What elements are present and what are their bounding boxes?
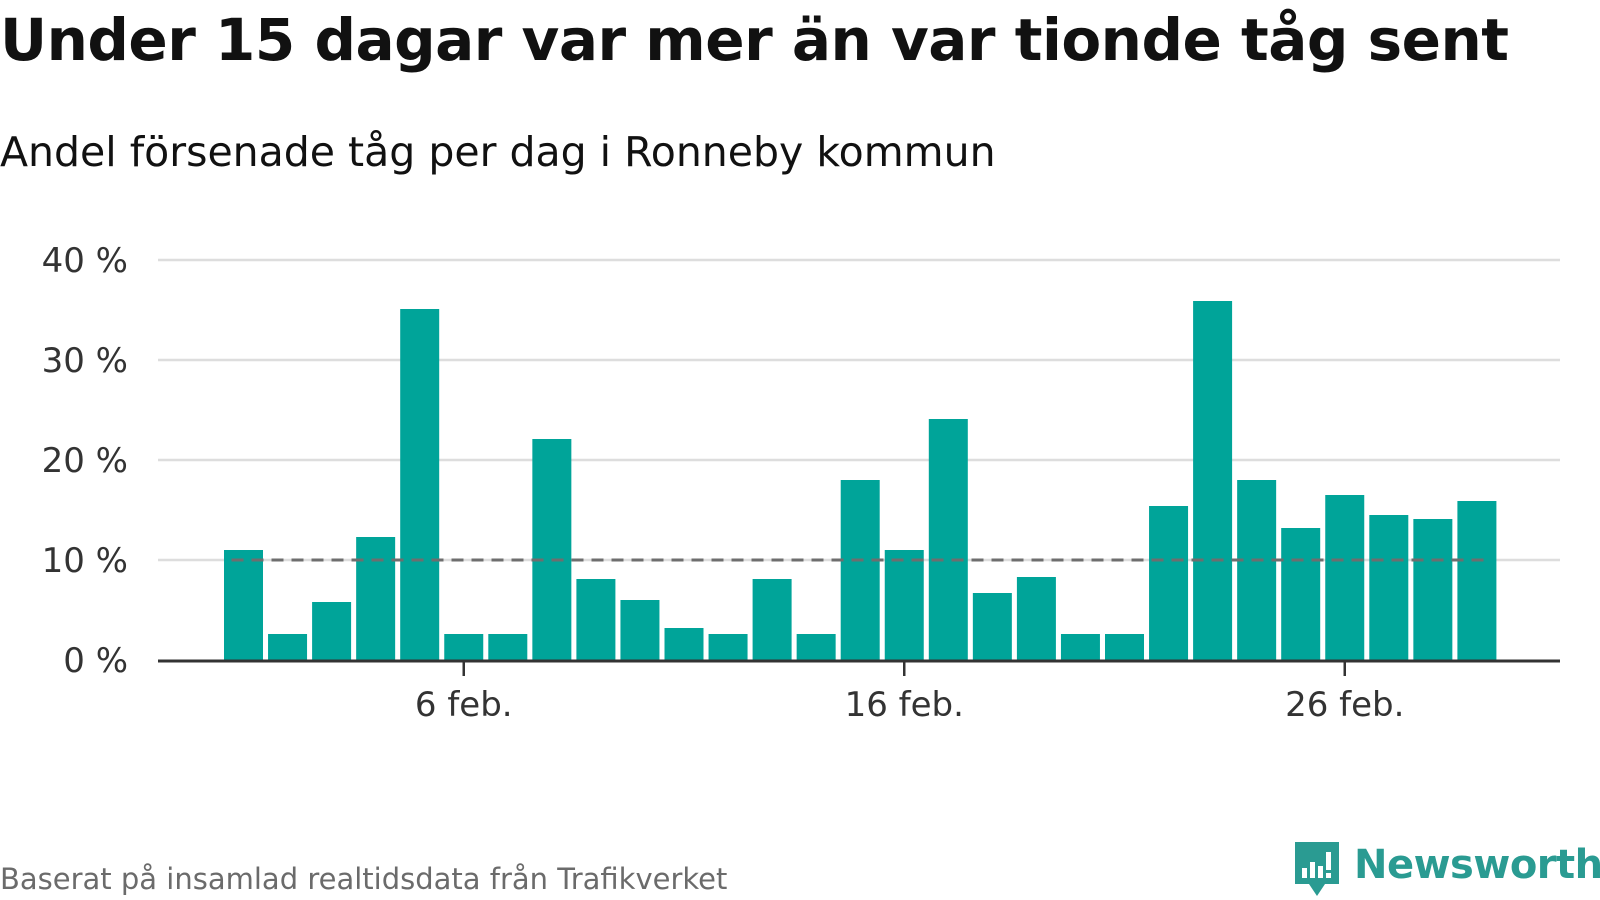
bar (488, 634, 528, 660)
y-tick-label: 10 % (42, 541, 128, 581)
newsworthy-logo-icon (1295, 842, 1339, 896)
bar (1193, 301, 1233, 660)
bar (840, 480, 880, 660)
bar (1413, 519, 1453, 660)
bar (1016, 577, 1056, 660)
x-tick-label: 6 feb. (415, 685, 513, 725)
bar (1281, 528, 1321, 660)
y-tick-label: 0 % (63, 641, 128, 681)
bar (1060, 634, 1100, 660)
bar (400, 309, 440, 660)
bar (1457, 501, 1497, 660)
bar (576, 579, 616, 660)
brand-name: Newsworthy (1354, 842, 1600, 888)
y-tick-label: 30 % (42, 341, 128, 381)
source-note: Baserat på insamlad realtidsdata från Tr… (0, 862, 728, 896)
bar (312, 602, 352, 660)
bar (532, 439, 572, 660)
x-tick-label: 16 feb. (845, 685, 964, 725)
bar (972, 593, 1012, 660)
bar (884, 550, 924, 660)
bar (620, 600, 660, 660)
y-axis-ticks: 0 % 10 % 20 % 30 % 40 % (42, 241, 128, 681)
bar (224, 550, 263, 660)
bar (444, 634, 484, 660)
brand-logo[interactable]: Newsworthy (1292, 840, 1600, 900)
bar (664, 628, 704, 660)
y-tick-label: 20 % (42, 441, 128, 481)
bar (796, 634, 836, 660)
bar (1369, 515, 1409, 660)
bar (1237, 480, 1277, 660)
bar (1325, 495, 1365, 660)
bar (752, 579, 792, 660)
bar (268, 634, 308, 660)
bar (1149, 506, 1189, 660)
x-axis-ticks: 6 feb. 16 feb. 26 feb. (415, 662, 1404, 725)
chart-subtitle: Andel försenade tåg per dag i Ronneby ko… (0, 128, 996, 176)
bar (708, 634, 748, 660)
bar (1105, 634, 1144, 660)
chart-title: Under 15 dagar var mer än var tionde tåg… (0, 6, 1509, 74)
bar (356, 537, 396, 660)
y-tick-label: 40 % (42, 241, 128, 281)
bar (928, 419, 968, 660)
bars (224, 301, 1497, 660)
x-tick-label: 26 feb. (1285, 685, 1404, 725)
